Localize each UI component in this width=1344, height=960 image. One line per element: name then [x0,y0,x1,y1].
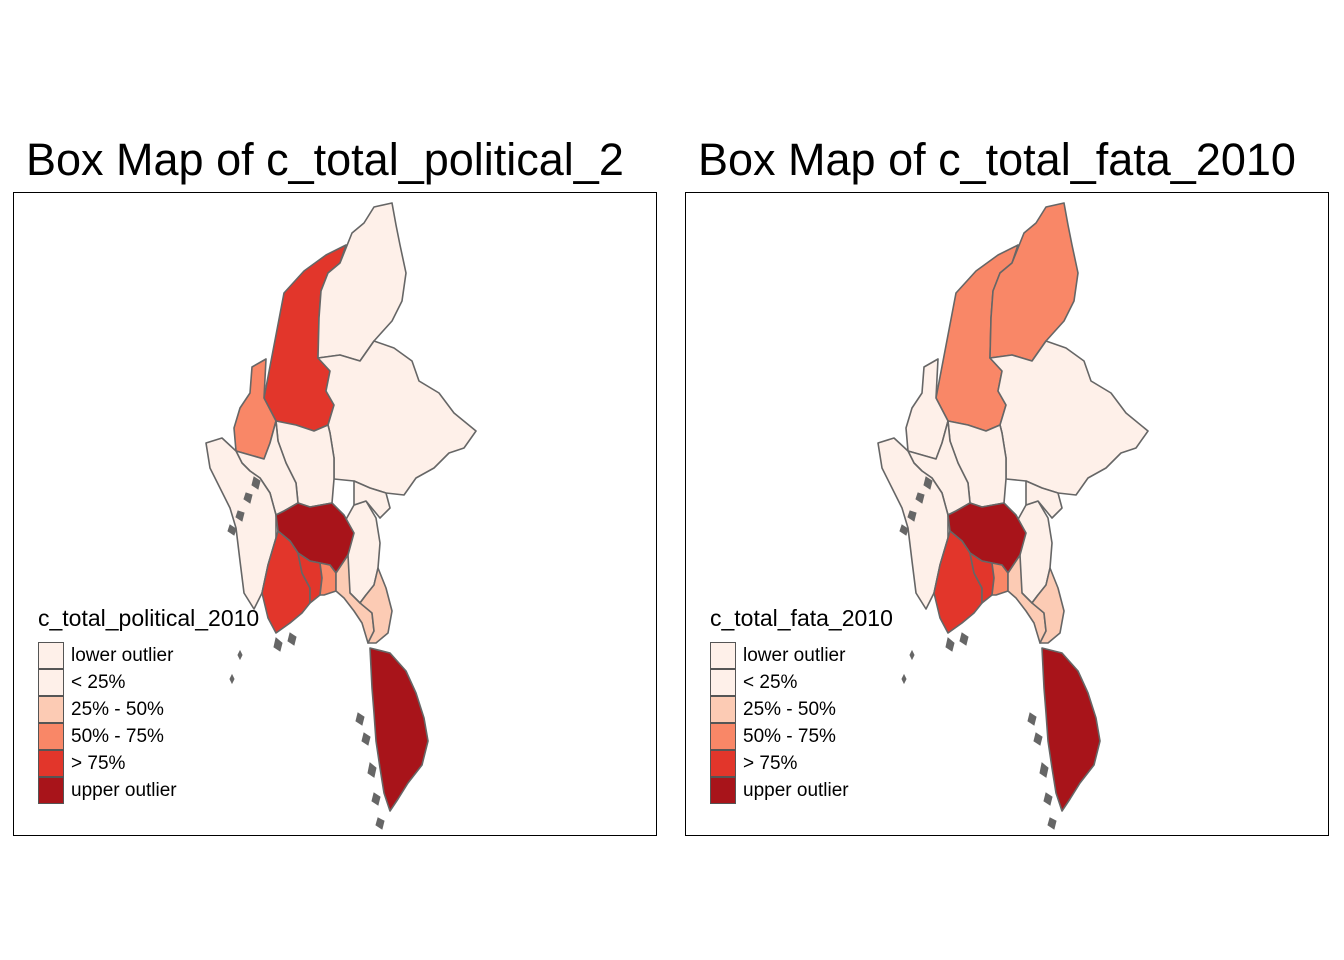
legend-item: < 25% [38,669,259,696]
island [1047,817,1057,830]
island [909,649,915,661]
legend-item: 50% - 75% [38,723,259,750]
legend-item: 25% - 50% [38,696,259,723]
legend-label: upper outlier [743,779,849,801]
legend-item: > 75% [38,750,259,777]
island [923,476,933,490]
panel-title-fata: Box Map of c_total_fata_2010 [698,134,1296,185]
legend-swatch [710,750,736,777]
island [243,492,253,504]
legend-swatch [710,723,736,750]
island [1027,712,1037,726]
island [361,732,371,746]
region-kachin [989,202,1079,362]
legend-swatch [710,777,736,804]
legend-item: > 75% [710,750,893,777]
legend-title: c_total_political_2010 [38,605,260,631]
map-frame-political: c_total_political_2010 lower outlier < 25… [13,192,657,836]
region-layer [877,202,1149,812]
legend-label: 25% - 50% [71,698,164,720]
island [273,637,283,652]
legend-label: 50% - 75% [71,725,164,747]
legend-item: upper outlier [38,777,259,804]
legend-title: c_total_fata_2010 [710,605,893,631]
legend-swatch [710,696,736,723]
island [227,524,237,536]
island [375,817,385,830]
island [237,649,243,661]
region-shan [989,340,1149,496]
legend-label: > 75% [71,752,126,774]
island [371,792,381,806]
legend-swatch [38,669,64,696]
island [945,637,955,652]
region-naypyitaw [359,567,393,644]
legend-swatch [38,696,64,723]
island [959,632,969,646]
island-layer [227,476,385,830]
map-fata [877,202,1149,830]
region-bago-south [319,562,337,596]
legend-label: upper outlier [71,779,177,801]
region-kachin [317,202,407,362]
legend-swatch [38,750,64,777]
legend-label: < 25% [743,671,798,693]
island-layer [899,476,1057,830]
map-frame-fata: c_total_fata_2010 lower outlier < 25% 25% … [685,192,1329,836]
legend-item: 50% - 75% [710,723,893,750]
island [915,492,925,504]
region-bago-south [991,562,1009,596]
legend-item: lower outlier [38,642,259,669]
legend-label: > 75% [743,752,798,774]
legend-item: < 25% [710,669,893,696]
island [899,524,909,536]
legend-item: lower outlier [710,642,893,669]
legend-swatch [38,642,64,669]
legend-label: < 25% [71,671,126,693]
region-shan [317,340,477,496]
legend-fata: c_total_fata_2010 lower outlier < 25% 25% … [710,605,893,804]
legend-label: 50% - 75% [743,725,836,747]
panel-title-political: Box Map of c_total_political_2 [26,134,624,185]
legend-swatch [710,642,736,669]
island [1043,792,1053,806]
island [907,510,917,522]
legend-label: lower outlier [71,644,174,666]
island [229,673,235,685]
island [1039,762,1049,778]
legend-swatch [710,669,736,696]
legend-political: c_total_political_2010 lower outlier < 25… [38,605,259,804]
island [287,632,297,646]
region-tanintharyi [1041,647,1101,812]
legend-swatch [38,777,64,804]
region-kayah [353,480,391,519]
island [1033,732,1043,746]
legend-rows: lower outlier < 25% 25% - 50% 50% - 75% > 75… [38,642,259,804]
island [235,510,245,522]
map-political [205,202,477,830]
legend-item: 25% - 50% [710,696,893,723]
region-naypyitaw [1031,567,1065,644]
legend-swatch [38,723,64,750]
island [355,712,365,726]
legend-label: 25% - 50% [743,698,836,720]
legend-label: lower outlier [743,644,846,666]
region-tanintharyi [369,647,429,812]
legend-rows: lower outlier < 25% 25% - 50% 50% - 75% > 75… [710,642,893,804]
island [901,673,907,685]
island [251,476,261,490]
legend-item: upper outlier [710,777,893,804]
island [367,762,377,778]
region-kayah [1025,480,1063,519]
